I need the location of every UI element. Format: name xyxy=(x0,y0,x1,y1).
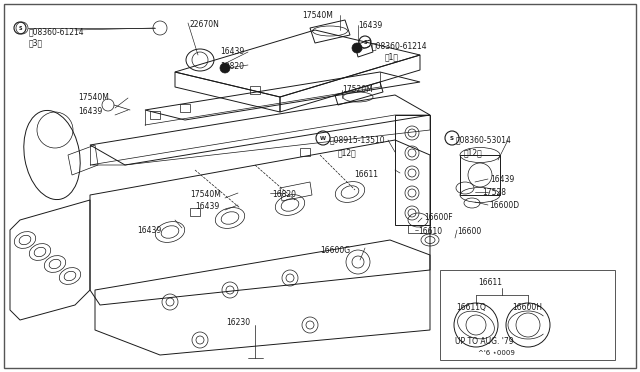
Text: 22670N: 22670N xyxy=(189,20,219,29)
Text: UP TO AUG. '79: UP TO AUG. '79 xyxy=(455,337,514,346)
Text: （3）: （3） xyxy=(29,38,43,47)
Text: 16610: 16610 xyxy=(418,227,442,236)
Text: 16600: 16600 xyxy=(457,227,481,236)
Text: 16600F: 16600F xyxy=(424,213,452,222)
Text: 16600G: 16600G xyxy=(320,246,350,255)
Text: 16600D: 16600D xyxy=(489,201,519,210)
Text: 17540M: 17540M xyxy=(190,190,221,199)
Text: 16439: 16439 xyxy=(195,202,220,211)
Text: Ⓜ08360-61214: Ⓜ08360-61214 xyxy=(372,41,428,50)
Text: 16439: 16439 xyxy=(137,226,161,235)
Text: 16439: 16439 xyxy=(490,175,515,184)
Text: （12）: （12） xyxy=(338,148,356,157)
Text: S: S xyxy=(450,135,454,141)
Text: ^'6 ⋆0009: ^'6 ⋆0009 xyxy=(478,350,515,356)
Bar xyxy=(408,225,430,233)
Text: （1）: （1） xyxy=(385,52,399,61)
Text: 17528: 17528 xyxy=(482,188,506,197)
Text: 16439: 16439 xyxy=(220,47,244,56)
Text: 16439: 16439 xyxy=(358,21,382,30)
Text: 16611: 16611 xyxy=(478,278,502,287)
Bar xyxy=(440,270,615,360)
Text: 16820: 16820 xyxy=(272,190,296,199)
Text: 16600H: 16600H xyxy=(512,303,542,312)
Text: 16439: 16439 xyxy=(78,107,102,116)
Text: 16611Q: 16611Q xyxy=(456,303,486,312)
Text: 17520M: 17520M xyxy=(342,85,372,94)
Circle shape xyxy=(220,63,230,73)
Text: 17540M: 17540M xyxy=(302,11,333,20)
Circle shape xyxy=(352,43,362,53)
Text: W: W xyxy=(320,135,326,141)
Text: 19820: 19820 xyxy=(220,62,244,71)
Text: S: S xyxy=(364,39,367,45)
Text: Ⓝ08360-53014: Ⓝ08360-53014 xyxy=(456,135,512,144)
Text: 17540M: 17540M xyxy=(78,93,109,102)
Text: 16611: 16611 xyxy=(354,170,378,179)
Text: S: S xyxy=(19,26,22,31)
Text: （12）: （12） xyxy=(464,148,483,157)
Text: 16230: 16230 xyxy=(226,318,250,327)
Text: Ⓡ08915-13510: Ⓡ08915-13510 xyxy=(330,135,386,144)
Text: Ⓜ08360-61214: Ⓜ08360-61214 xyxy=(29,27,84,36)
